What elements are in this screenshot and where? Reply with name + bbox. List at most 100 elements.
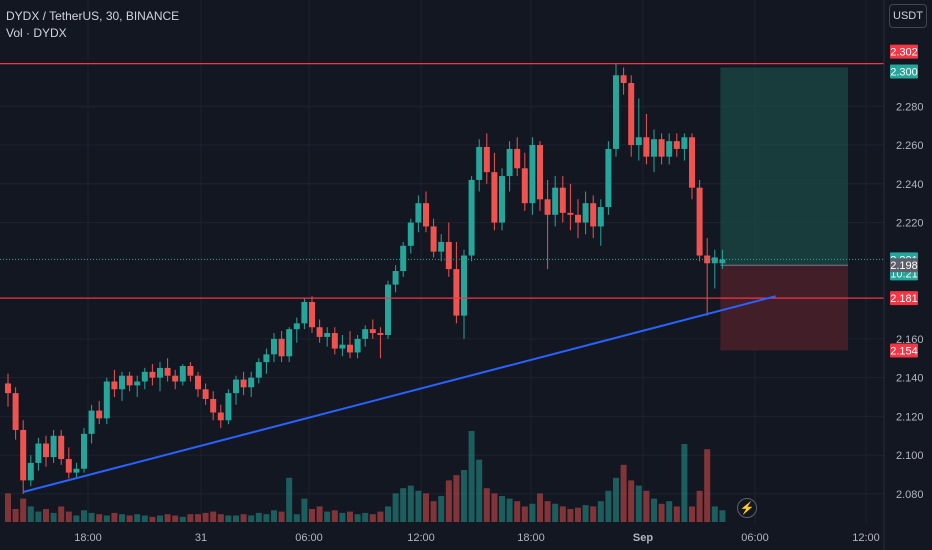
currency-button[interactable]: USDT <box>889 4 927 28</box>
price-axis[interactable]: 2.280 2.260 2.240 2.220 2.160 2.140 2.120 2.100… <box>883 0 924 550</box>
candle-body <box>468 179 475 256</box>
candles <box>5 63 726 494</box>
volume-bar <box>476 459 483 522</box>
candle-body <box>58 435 65 460</box>
candle-body <box>415 203 422 223</box>
candle-body <box>362 329 369 339</box>
time-axis[interactable]: 18:00 31 06:00 12:00 18:00 Sep 06:00 12:00 <box>74 532 880 544</box>
volume-bar <box>491 493 498 522</box>
candle-body <box>324 333 331 337</box>
volume-bar <box>293 514 300 522</box>
candle-body <box>20 429 27 481</box>
volume-bar <box>362 512 369 522</box>
candle-body <box>347 344 353 353</box>
volume-bar <box>681 444 688 522</box>
candle-body <box>491 172 498 223</box>
candle-body <box>590 203 597 227</box>
candle-body <box>400 245 407 272</box>
candle-body <box>689 137 695 188</box>
volume-bar <box>20 498 27 522</box>
candle-body <box>73 468 80 473</box>
price-tag-label: 2.302 <box>890 47 918 59</box>
candle-body <box>385 284 391 335</box>
volume-bar <box>233 515 239 522</box>
volume-bar <box>613 477 619 522</box>
price-tag-label: 2.198 <box>890 260 918 272</box>
volume-bar <box>347 511 353 522</box>
candle-body <box>217 412 224 421</box>
volume-bar <box>73 515 80 522</box>
volume-bar <box>96 514 103 522</box>
volume-bar <box>559 506 566 522</box>
volume-bar <box>88 512 95 522</box>
y-tick-label: 2.280 <box>896 101 924 113</box>
candle-body <box>103 381 110 419</box>
lightning-icon[interactable]: ⚡ <box>737 498 757 518</box>
x-tick-label: 18:00 <box>517 532 545 544</box>
volume-bar <box>217 514 224 522</box>
candle-body <box>445 241 452 270</box>
volume-bar <box>12 509 19 522</box>
candle-body <box>423 203 429 227</box>
position-zones[interactable] <box>720 67 848 351</box>
candle-body <box>271 338 277 355</box>
candle-body <box>369 329 376 334</box>
volume-bar <box>506 498 513 522</box>
volume-bar <box>316 506 323 522</box>
y-tick-label: 2.120 <box>896 411 924 423</box>
volume-bar <box>461 470 467 522</box>
volume-bar <box>27 506 34 522</box>
candle-body <box>719 259 726 264</box>
candle-body <box>309 302 315 328</box>
trend-line <box>22 295 776 493</box>
volume-bar <box>377 511 384 522</box>
volume-bar <box>354 514 361 522</box>
volume-bar <box>179 516 186 522</box>
price-tag-label: 2.300 <box>890 67 918 79</box>
candle-body <box>255 362 262 378</box>
volume-bar <box>582 505 589 522</box>
x-tick-label: 06:00 <box>741 532 769 544</box>
candle-body <box>263 354 270 363</box>
volume-bar <box>43 509 49 522</box>
candle-body <box>658 139 665 157</box>
candle-body <box>35 443 42 463</box>
volume-bar <box>81 510 87 522</box>
volume-bar <box>58 506 65 522</box>
x-tick-label: 18:00 <box>74 532 102 544</box>
volume-bar <box>157 515 163 522</box>
volume-bar <box>324 511 331 522</box>
y-tick-label: 2.240 <box>896 179 924 191</box>
volume-legend[interactable]: Vol · DYDX <box>6 26 67 40</box>
volume-bar <box>620 464 627 522</box>
candle-body <box>172 375 179 382</box>
candle-body <box>499 176 505 223</box>
candle-body <box>12 393 19 430</box>
price-tag-label: 2.154 <box>890 345 918 357</box>
volume-bar <box>141 515 148 522</box>
drawing-lines[interactable] <box>0 62 884 493</box>
candle-body <box>529 145 536 204</box>
candle-body <box>696 187 703 256</box>
candle-body <box>286 329 293 357</box>
candle-body <box>202 389 209 399</box>
volume-bar <box>666 501 673 522</box>
volume-bar <box>50 512 57 522</box>
candle-body <box>582 203 589 223</box>
candle-body <box>430 226 437 252</box>
candle-body <box>597 207 604 227</box>
candle-body <box>126 375 133 386</box>
volume-bar <box>331 510 338 522</box>
candle-body <box>354 338 361 353</box>
candle-body <box>461 255 467 316</box>
candle-body <box>50 435 57 458</box>
candle-body <box>575 214 581 223</box>
price-tag <box>890 44 918 59</box>
candle-body <box>293 323 300 330</box>
volume-bar <box>202 512 209 522</box>
symbol-title[interactable]: DYDX / TetherUS, 30, BINANCE <box>6 9 180 23</box>
candle-body <box>407 222 414 246</box>
candle-body <box>157 367 163 378</box>
